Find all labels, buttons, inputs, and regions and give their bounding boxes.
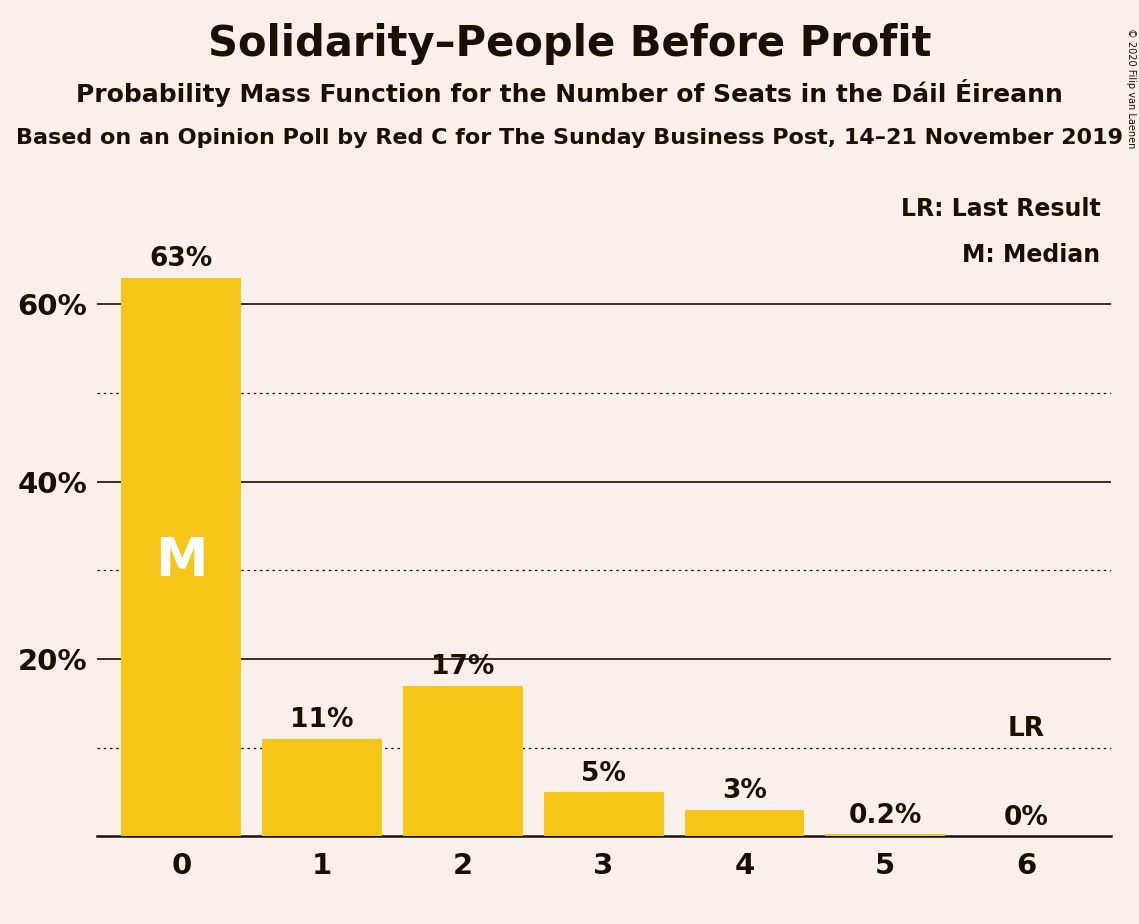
Text: 0%: 0% <box>1003 805 1049 831</box>
Text: M: Median: M: Median <box>962 242 1100 266</box>
Bar <box>262 738 382 836</box>
Bar <box>122 278 241 836</box>
Text: Based on an Opinion Poll by Red C for The Sunday Business Post, 14–21 November 2: Based on an Opinion Poll by Red C for Th… <box>16 128 1123 148</box>
Text: LR: Last Result: LR: Last Result <box>901 197 1100 221</box>
Bar <box>826 834 945 836</box>
Text: 11%: 11% <box>290 708 354 734</box>
Text: Solidarity–People Before Profit: Solidarity–People Before Profit <box>207 23 932 65</box>
Text: Probability Mass Function for the Number of Seats in the Dáil Éireann: Probability Mass Function for the Number… <box>76 79 1063 106</box>
Text: LR: LR <box>1008 716 1044 742</box>
Text: 3%: 3% <box>722 778 767 804</box>
Text: 17%: 17% <box>432 654 494 680</box>
Text: © 2020 Filip van Laenen: © 2020 Filip van Laenen <box>1125 28 1136 148</box>
Bar <box>685 809 804 836</box>
Text: 5%: 5% <box>581 760 626 786</box>
Bar <box>403 686 523 836</box>
Text: 0.2%: 0.2% <box>849 803 921 829</box>
Text: 63%: 63% <box>149 247 213 273</box>
Text: M: M <box>155 535 207 588</box>
Bar <box>543 792 664 836</box>
